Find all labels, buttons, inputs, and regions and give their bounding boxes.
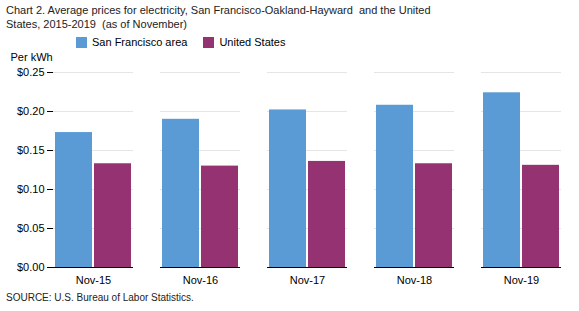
- svg-text:$0.00: $0.00: [17, 261, 45, 273]
- svg-text:Nov-17: Nov-17: [290, 274, 325, 286]
- svg-text:Nov-16: Nov-16: [183, 274, 218, 286]
- svg-text:$0.15: $0.15: [17, 144, 45, 156]
- svg-text:Nov-18: Nov-18: [397, 274, 432, 286]
- svg-text:$0.20: $0.20: [17, 105, 45, 117]
- svg-text:Per kWh: Per kWh: [11, 51, 53, 63]
- svg-text:Nov-15: Nov-15: [76, 274, 111, 286]
- svg-text:$0.25: $0.25: [17, 66, 45, 78]
- svg-text:$0.10: $0.10: [17, 183, 45, 195]
- html-text:Chart 2. Average prices for el: Chart 2. Average prices for electricity,…: [6, 4, 431, 30]
- svg-text:$0.05: $0.05: [17, 222, 45, 234]
- html-text:San Francisco area: San Francisco area: [92, 36, 188, 48]
- html-text:United States: United States: [219, 36, 286, 48]
- svg-text:Nov-19: Nov-19: [504, 274, 539, 286]
- html-text:SOURCE: U.S. Bureau of Labor S: SOURCE: U.S. Bureau of Labor Statistics.: [6, 292, 194, 303]
